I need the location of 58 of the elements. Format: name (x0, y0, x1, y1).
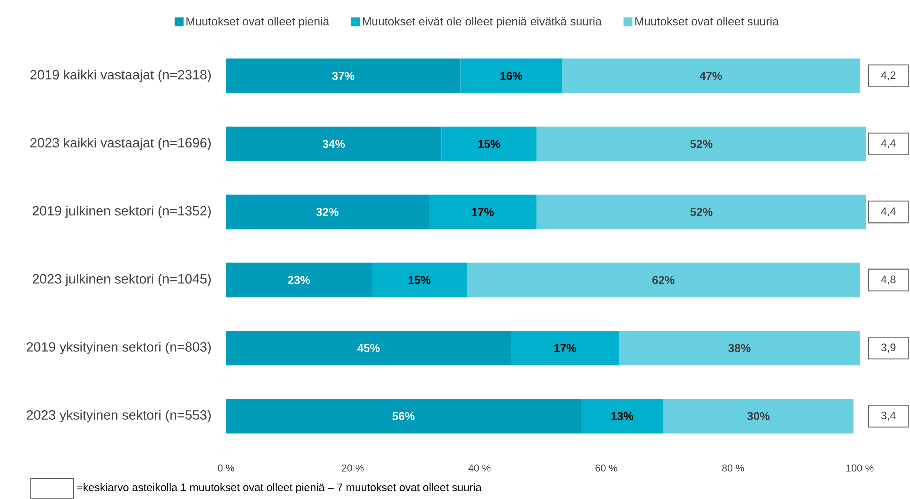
bar (442, 126, 537, 162)
annotation: 3,9 (882, 344, 896, 353)
x-tick-label: 0 % (218, 464, 234, 472)
bar (511, 330, 620, 366)
x-tick-label: 100 % (846, 464, 874, 472)
data-label: 52% (690, 208, 713, 216)
y-tick-label: 2023 julkinen sektori (n=1045) (32, 274, 211, 286)
bar (226, 58, 461, 94)
data-label: 23% (288, 276, 310, 284)
bar (536, 126, 866, 162)
data-label: 45% (358, 344, 380, 352)
bar (226, 262, 372, 298)
data-label: 16% (500, 72, 523, 80)
x-tick-label: 20 % (342, 464, 364, 472)
data-label: 56% (392, 412, 415, 420)
bar (226, 126, 442, 162)
data-label: 13% (612, 412, 634, 420)
annotation: 4,2 (881, 71, 896, 80)
annotation: 4,4 (881, 140, 896, 148)
bar (429, 194, 537, 230)
bar (467, 262, 860, 298)
annotation: 3,4 (882, 412, 896, 421)
y-tick-label: 2023 kaikki vastaajat (n=1696) (30, 138, 211, 150)
x-tick-label: 80 % (722, 464, 744, 472)
data-label: 37% (332, 72, 355, 80)
annotation: 4,4 (881, 208, 896, 216)
annotation: 4,8 (881, 276, 896, 285)
data-label: 34% (322, 140, 346, 148)
bar (536, 194, 866, 230)
bar (619, 330, 860, 366)
y-tick-label: 2019 kaikki vastaajat (n=2318) (30, 70, 211, 82)
bar (226, 330, 512, 366)
data-label: 15% (408, 276, 431, 284)
bar (460, 58, 562, 94)
y-tick-label: 2019 yksityinen sektori (n=803) (26, 342, 211, 354)
bar (372, 262, 468, 298)
data-label: 15% (478, 140, 500, 148)
data-label: 62% (652, 276, 675, 284)
data-label: 38% (728, 344, 751, 352)
bar (226, 194, 430, 230)
bar (562, 58, 860, 94)
x-tick-label: 60 % (596, 464, 618, 472)
legend-label: Muutokset eivät ole olleet pieniä eivätkä suuria (363, 16, 602, 28)
data-label: 17% (472, 208, 494, 216)
data-label: 47% (700, 72, 722, 80)
data-label: 17% (554, 344, 576, 352)
y-tick-label: 2023 yksityinen sektori (n=553) (26, 410, 211, 422)
x-tick-label: 40 % (468, 464, 491, 472)
bar (226, 398, 582, 434)
legend-label: Muutokset ovat olleet pieniä (186, 16, 330, 28)
data-label: 52% (690, 140, 713, 148)
data-label: 32% (316, 208, 339, 216)
bar (581, 398, 664, 434)
text: =keskiarvo asteikolla 1 muutokset ovat olleet pieniä – 7 muutokset ovat olleet suuria (77, 483, 482, 494)
y-tick-label: 2019 julkinen sektori (n=1352) (32, 206, 211, 218)
data-label: 30% (748, 412, 770, 420)
legend-label: Muutokset ovat olleet suuria (636, 16, 780, 26)
bar (664, 398, 854, 434)
